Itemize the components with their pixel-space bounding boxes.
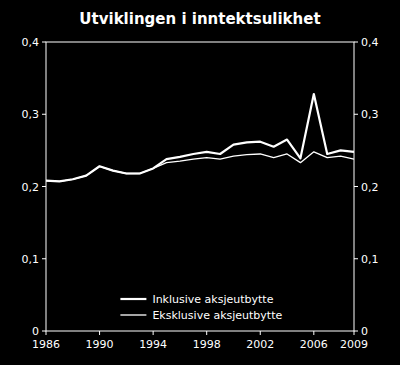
y-tick-label: 0,2: [22, 181, 40, 194]
y-tick-label: 0,4: [22, 36, 40, 49]
chart-svg: Utviklingen i inntektsulikhet 1986 1990 199…: [0, 0, 400, 365]
y2-tick: [354, 42, 358, 43]
y-tick: [42, 42, 46, 43]
y-tick: [42, 331, 46, 332]
y-tick-label: 0,3: [22, 108, 40, 121]
plot-frame: [46, 42, 354, 331]
y-tick: [42, 258, 46, 259]
y2-tick: [354, 114, 358, 115]
y2-tick: [354, 258, 358, 259]
x-axis: 1986 1990 1994 1998 2002 2006 2009: [32, 331, 368, 351]
x-tick-label: 2006: [300, 338, 328, 351]
y2-tick-label: 0,4: [361, 36, 379, 49]
y2-tick-label: 0,1: [361, 253, 379, 266]
y-tick: [42, 186, 46, 187]
legend-label: Inklusive aksjeutbytte: [152, 293, 273, 306]
x-tick-label: 2002: [246, 338, 274, 351]
background: [0, 0, 400, 365]
y2-axis: 0 0,1 0,2 0,3 0,4: [354, 36, 379, 338]
legend: Inklusive aksjeutbytte Eksklusive aksjeut…: [120, 293, 282, 322]
x-tick-label: 1990: [86, 338, 114, 351]
y2-tick-label: 0: [361, 325, 368, 338]
x-tick: [206, 331, 207, 335]
series-line: [46, 94, 354, 181]
y-tick-label: 0: [32, 325, 39, 338]
chart-title: Utviklingen i inntektsulikhet: [79, 10, 320, 28]
y-axis: 0 0,1 0,2 0,3 0,4: [22, 36, 47, 338]
x-tick-label: 2009: [340, 338, 368, 351]
legend-swatch: [120, 298, 146, 300]
x-tick: [354, 331, 355, 335]
legend-label: Eksklusive aksjeutbytte: [152, 309, 282, 322]
x-tick: [260, 331, 261, 335]
y2-tick: [354, 331, 358, 332]
legend-swatch: [120, 314, 146, 315]
series-line: [46, 152, 354, 182]
x-tick: [153, 331, 154, 335]
y-tick-label: 0,1: [22, 253, 40, 266]
x-tick: [99, 331, 100, 335]
y-tick: [42, 114, 46, 115]
x-tick: [313, 331, 314, 335]
y2-tick-label: 0,3: [361, 108, 379, 121]
x-tick-label: 1998: [193, 338, 221, 351]
chart-container: Utviklingen i inntektsulikhet 1986 1990 199…: [0, 0, 400, 365]
y2-tick: [354, 186, 358, 187]
x-tick-label: 1986: [32, 338, 60, 351]
x-tick: [46, 331, 47, 335]
x-tick-label: 1994: [139, 338, 167, 351]
lines: [46, 94, 354, 181]
y2-tick-label: 0,2: [361, 181, 379, 194]
